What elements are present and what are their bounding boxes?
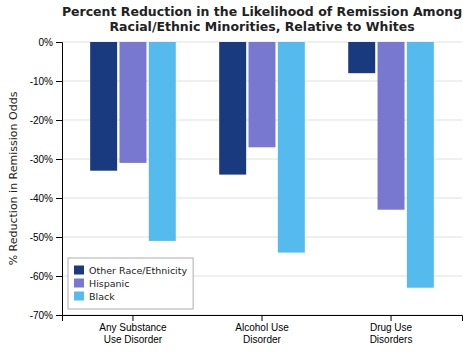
y-tick: -30% (30, 154, 62, 165)
x-axis: Any SubstanceUse DisorderAlcohol UseDiso… (63, 315, 463, 345)
title-line: Racial/Ethnic Minorities, Relative to Wh… (109, 19, 414, 34)
y-tick-label: -40% (30, 193, 53, 204)
legend-label: Other Race/Ethnicity (89, 265, 187, 276)
y-tick: -50% (30, 232, 62, 243)
y-axis-line (56, 43, 63, 316)
title-line: Percent Reduction in the Likelihood of R… (62, 4, 462, 19)
bar (407, 42, 434, 288)
chart: Percent Reduction in the Likelihood of R… (0, 0, 474, 355)
x-axis-line (63, 316, 463, 322)
y-tick-label: -50% (30, 232, 53, 243)
x-tick-label-line: Disorders (370, 334, 413, 345)
bar (348, 42, 375, 73)
legend: Other Race/Ethnicity Hispanic Black (68, 258, 193, 309)
y-tick-label: -20% (30, 115, 53, 126)
bars (90, 42, 434, 288)
y-tick-mark (56, 237, 62, 238)
legend-swatch (74, 279, 84, 288)
x-tick-label-line: Disorder (243, 334, 281, 345)
bar (149, 42, 176, 241)
bar (249, 42, 276, 147)
x-tick-label-line: Any Substance (99, 322, 167, 333)
title: Percent Reduction in the Likelihood of R… (62, 4, 462, 34)
y-tick-label: -70% (30, 310, 53, 321)
legend-label: Black (89, 291, 115, 302)
y-tick-label: 0% (39, 37, 54, 48)
x-tick: Alcohol UseDisorder (235, 315, 289, 345)
x-tick-label: Alcohol UseDisorder (235, 322, 289, 345)
bar (378, 42, 405, 210)
x-tick-label-line: Drug Use (370, 322, 413, 333)
legend-swatch (74, 266, 84, 275)
y-tick: -70% (30, 310, 62, 321)
y-tick-mark (56, 120, 62, 121)
legend-frame (68, 258, 193, 309)
y-tick-mark (56, 276, 62, 277)
y-tick: 0% (39, 37, 62, 48)
y-tick-label: -60% (30, 271, 53, 282)
legend-label: Hispanic (89, 278, 129, 289)
y-tick-label: -30% (30, 154, 53, 165)
y-tick: -10% (30, 76, 62, 87)
y-tick-mark (56, 315, 62, 316)
y-tick: -60% (30, 271, 62, 282)
x-tick-mark (391, 315, 392, 321)
x-tick-label-line: Alcohol Use (235, 322, 289, 333)
grid (62, 42, 462, 315)
grid-line (62, 237, 462, 238)
x-tick-mark (262, 315, 263, 321)
x-tick-label: Drug UseDisorders (370, 322, 413, 345)
y-axis-title: % Reduction in Remission Odds (7, 91, 20, 265)
y-tick-mark (56, 81, 62, 82)
plot: 0% -10% -20% -30% -40% -50% -60% -70% Any Substa… (30, 37, 463, 345)
bar (278, 42, 305, 253)
series-bars (149, 42, 434, 288)
x-tick-label-line: Use Disorder (104, 334, 163, 345)
x-tick: Drug UseDisorders (370, 315, 413, 345)
y-tick: -20% (30, 115, 62, 126)
y-tick-mark (56, 42, 62, 43)
legend-swatch (74, 292, 84, 301)
y-tick-label: -10% (30, 76, 53, 87)
bar (119, 42, 146, 163)
bar (219, 42, 246, 175)
y-axis: 0% -10% -20% -30% -40% -50% -60% -70% (30, 37, 63, 321)
y-tick: -40% (30, 193, 62, 204)
x-tick-label: Any SubstanceUse Disorder (99, 322, 167, 345)
bar (90, 42, 117, 171)
series-bars (90, 42, 375, 175)
x-tick: Any SubstanceUse Disorder (99, 315, 167, 345)
y-tick-mark (56, 159, 62, 160)
y-tick-mark (56, 198, 62, 199)
x-tick-mark (132, 315, 133, 321)
